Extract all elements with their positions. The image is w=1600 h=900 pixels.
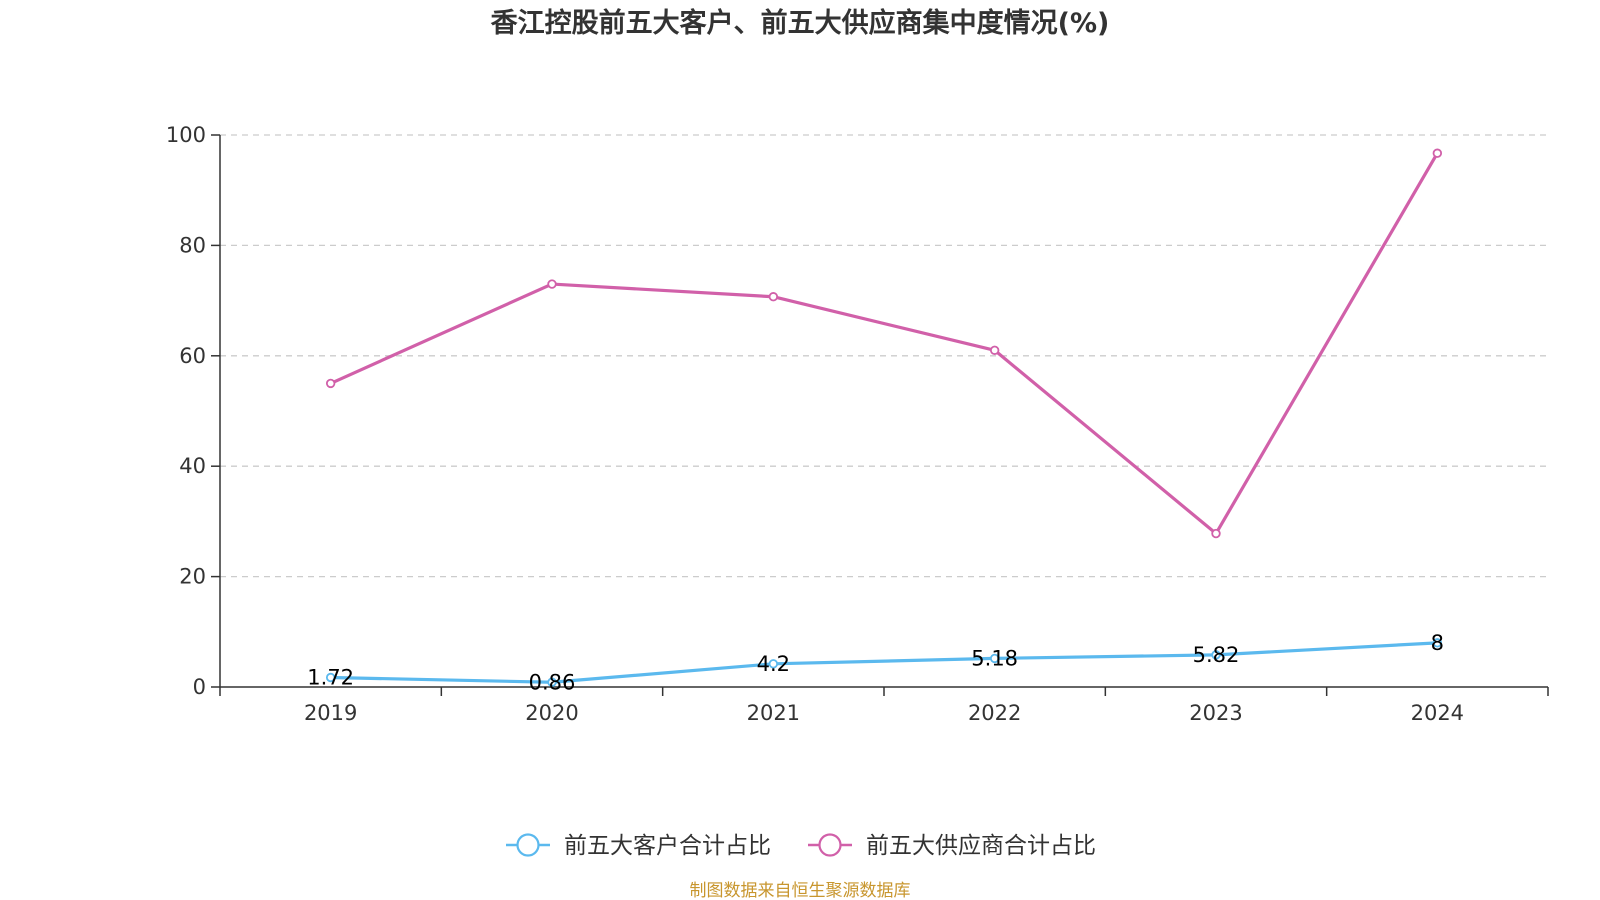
- data-point[interactable]: [325, 672, 336, 683]
- legend-label: 前五大供应商合计占比: [866, 833, 1096, 859]
- data-point[interactable]: [1432, 638, 1443, 648]
- y-tick-label: 20: [179, 565, 206, 589]
- y-tick-label: 60: [179, 344, 206, 368]
- x-tick-label: 2020: [525, 701, 578, 725]
- grid-lines: [220, 134, 1548, 578]
- data-point[interactable]: [1211, 650, 1221, 660]
- data-point[interactable]: [547, 279, 557, 289]
- data-point[interactable]: [1211, 528, 1221, 539]
- x-tick-label: 2019: [304, 701, 357, 725]
- data-point[interactable]: [989, 653, 1000, 664]
- data-point[interactable]: [768, 659, 779, 669]
- source-note: 制图数据来自恒生聚源数据库: [690, 881, 911, 900]
- series-lines: [325, 148, 1443, 687]
- data-point[interactable]: [1432, 148, 1443, 158]
- data-point[interactable]: [989, 345, 1000, 355]
- legend-item-1[interactable]: 前五大供应商合计占比: [808, 833, 1096, 859]
- y-tick-label: 80: [179, 233, 206, 257]
- axes: 0 20 40 60 80 100 2019 2020 2021 2022 2023 2024: [166, 123, 1549, 725]
- legend-marker-icon: [516, 833, 540, 857]
- data-label: 1.72: [307, 666, 354, 690]
- legend-item-0[interactable]: 前五大客户合计占比: [506, 833, 771, 859]
- series-line-0: [330, 641, 1438, 684]
- data-label: 8: [1431, 631, 1444, 655]
- series-line-1: [330, 152, 1439, 536]
- y-tick-label: 40: [179, 454, 206, 478]
- data-point[interactable]: [547, 677, 557, 687]
- data-labels: 1.72 0.86 4.2 5.18 5.82 8: [307, 631, 1444, 694]
- x-tick-label: 2022: [968, 701, 1021, 725]
- legend-label: 前五大客户合计占比: [564, 833, 771, 859]
- legend-marker-icon: [818, 833, 842, 857]
- data-point[interactable]: [325, 378, 336, 389]
- y-tick-label: 100: [166, 123, 206, 147]
- data-point[interactable]: [768, 292, 779, 302]
- data-label: 4.2: [757, 652, 790, 676]
- data-label: 0.86: [529, 670, 576, 694]
- y-tick-label: 0: [193, 675, 206, 699]
- x-tick-label: 2024: [1411, 701, 1464, 725]
- data-label: 5.18: [971, 646, 1018, 670]
- chart-title: 香江控股前五大客户、前五大供应商集中度情况(%): [491, 7, 1110, 39]
- legend[interactable]: 前五大客户合计占比 前五大供应商合计占比: [506, 833, 1096, 859]
- x-tick-label: 2023: [1189, 701, 1242, 725]
- x-tick-label: 2021: [747, 701, 800, 725]
- data-label: 5.82: [1193, 643, 1240, 667]
